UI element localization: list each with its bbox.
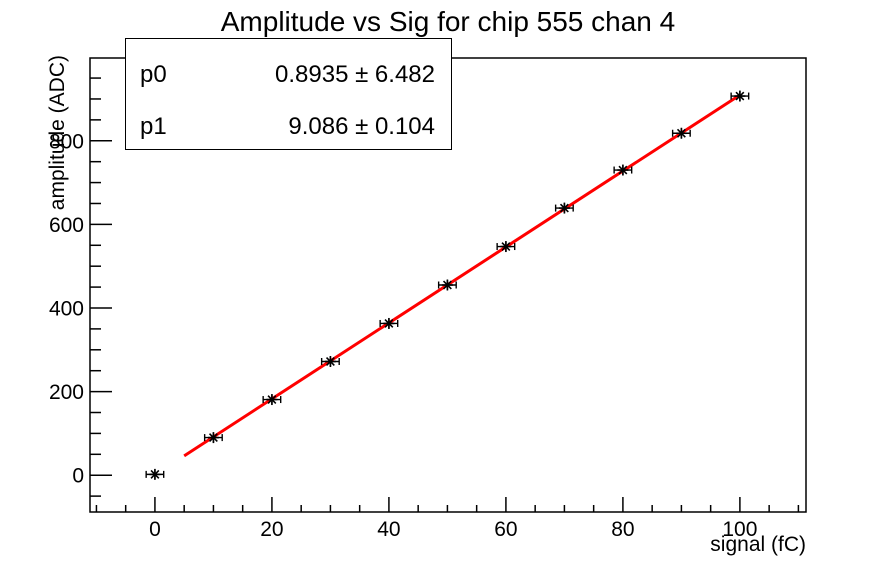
- x-tick-label: 100: [722, 518, 757, 541]
- chart-title: Amplitude vs Sig for chip 555 chan 4: [220, 6, 676, 37]
- y-axis-title: amplitude (ADC): [46, 55, 69, 211]
- x-tick-label: 80: [611, 518, 634, 541]
- data-point: [379, 317, 399, 329]
- marker-asterisk: [559, 203, 569, 213]
- data-point: [730, 90, 750, 102]
- data-point: [145, 468, 165, 480]
- data-point: [554, 202, 574, 214]
- marker-asterisk: [384, 318, 394, 328]
- stats-row: p1 9.086 ± 0.104: [140, 103, 435, 155]
- stats-param-label: p0: [140, 61, 167, 88]
- data-point: [613, 164, 633, 176]
- data-point: [671, 127, 691, 139]
- marker-asterisk: [208, 433, 218, 443]
- marker-asterisk: [618, 165, 628, 175]
- data-point: [320, 356, 340, 368]
- marker-asterisk: [501, 242, 511, 252]
- data-point: [262, 394, 282, 406]
- stats-row: p0 0.8935 ± 6.482: [140, 51, 435, 103]
- x-tick-label: 20: [260, 518, 283, 541]
- stats-param-value: 0.8935 ± 6.482: [275, 61, 435, 88]
- y-tick-label: 600: [49, 214, 84, 237]
- marker-asterisk: [325, 357, 335, 366]
- x-tick-label: 60: [494, 518, 517, 541]
- data-point: [496, 241, 516, 253]
- x-axis-title: signal (fC): [710, 533, 806, 556]
- y-tick-label: 800: [49, 130, 84, 153]
- data-point: [437, 279, 457, 291]
- y-tick-label: 400: [49, 297, 84, 320]
- marker-asterisk: [267, 395, 277, 405]
- x-tick-label: 40: [377, 518, 400, 541]
- marker-asterisk: [735, 91, 745, 101]
- stats-param-value: 9.086 ± 0.104: [288, 113, 435, 140]
- stats-param-label: p1: [140, 113, 167, 140]
- marker-asterisk: [150, 469, 160, 479]
- fit-stats-box: p0 0.8935 ± 6.482 p1 9.086 ± 0.104: [125, 38, 452, 150]
- y-tick-label: 200: [49, 381, 84, 404]
- marker-asterisk: [442, 280, 452, 290]
- fit-line: [183, 93, 741, 458]
- data-point: [203, 432, 223, 444]
- y-tick-label: 0: [72, 465, 84, 488]
- marker-asterisk: [676, 128, 686, 138]
- x-tick-label: 0: [149, 518, 161, 541]
